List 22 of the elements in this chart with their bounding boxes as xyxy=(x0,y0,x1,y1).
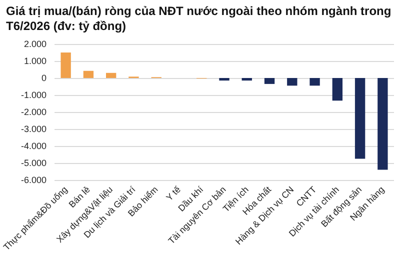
y-tick-label: 1.000 xyxy=(24,56,46,66)
bar xyxy=(242,78,252,81)
x-tick-label: Y tế xyxy=(164,184,183,203)
bar xyxy=(83,70,94,78)
y-tick-label: 2.000 xyxy=(24,39,46,49)
y-tick-label: -5.000 xyxy=(20,158,46,168)
bar xyxy=(60,52,71,78)
bar xyxy=(287,78,298,86)
bar xyxy=(310,78,320,86)
y-tick-label: -4.000 xyxy=(20,141,46,151)
bar xyxy=(354,78,366,159)
y-tick-label: -1.000 xyxy=(20,90,46,100)
y-tick-label: 0 xyxy=(41,73,46,83)
chart-title: Giá trị mua/(bán) ròng của NĐT nước ngoài theo nhóm ngành trong T6/2026 (đv: tỷ đồng) xyxy=(5,3,392,35)
y-tick-label: -6.000 xyxy=(20,175,46,185)
y-tick-label: -2.000 xyxy=(20,107,46,117)
bar xyxy=(378,78,388,170)
bar xyxy=(264,78,275,84)
bar xyxy=(332,78,343,101)
bar xyxy=(219,78,230,81)
bar xyxy=(106,72,116,78)
y-tick-label: -3.000 xyxy=(20,124,46,134)
